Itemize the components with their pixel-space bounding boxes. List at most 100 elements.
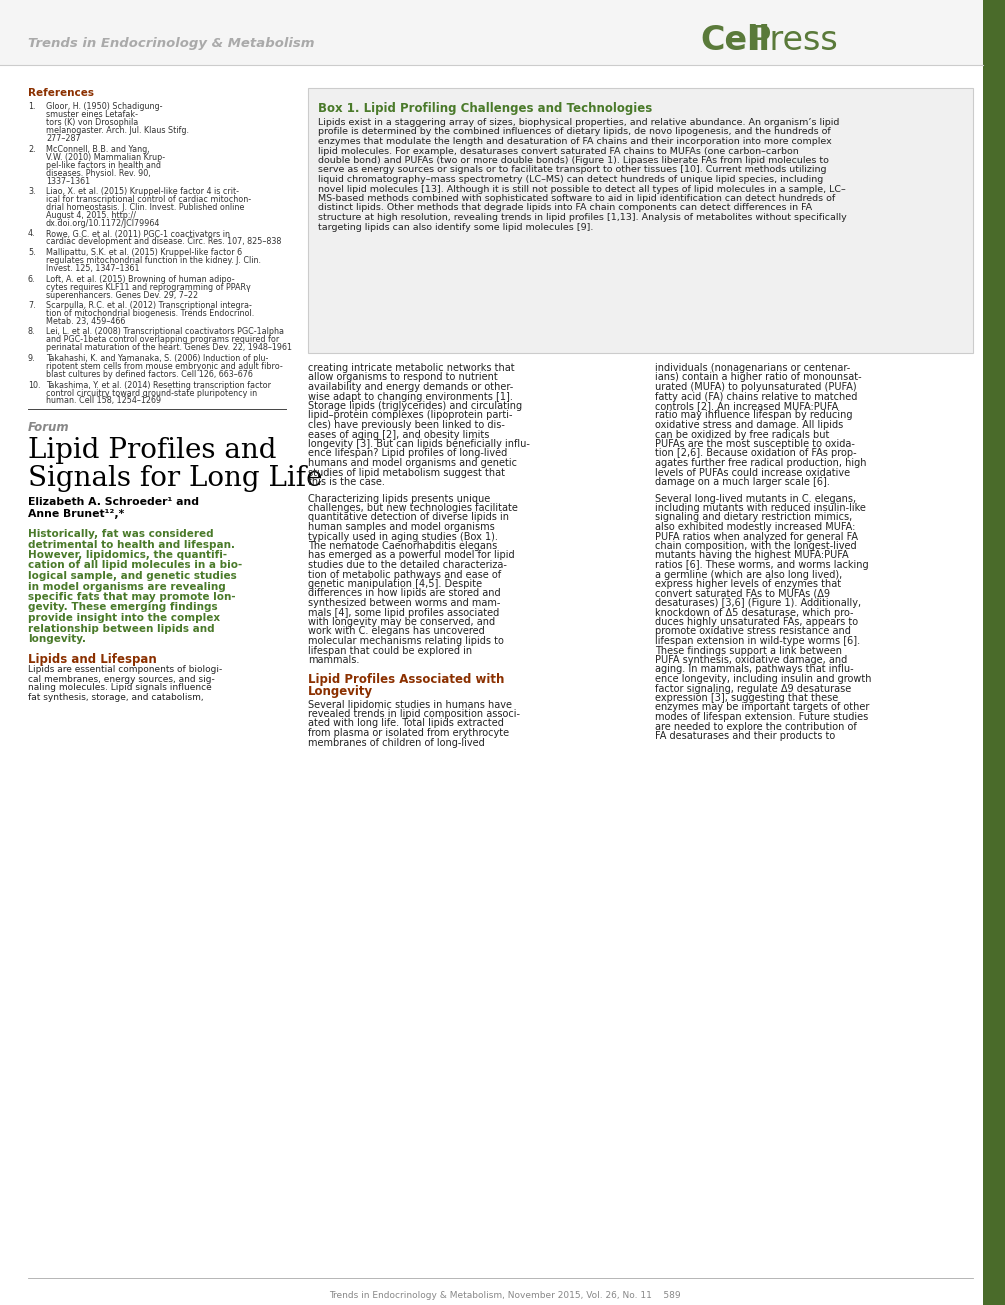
Text: MS-based methods combined with sophisticated software to aid in lipid identifica: MS-based methods combined with sophistic… xyxy=(318,194,835,204)
Text: cardiac development and disease. Circ. Res. 107, 825–838: cardiac development and disease. Circ. R… xyxy=(46,238,281,247)
Text: double bond) and PUFAs (two or more double bonds) (Figure 1). Lipases liberate F: double bond) and PUFAs (two or more doub… xyxy=(318,157,829,164)
Text: studies due to the detailed characteriza-: studies due to the detailed characteriza… xyxy=(308,560,507,570)
Text: Press: Press xyxy=(751,23,839,57)
Text: Box 1. Lipid Profiling Challenges and Technologies: Box 1. Lipid Profiling Challenges and Te… xyxy=(318,102,652,115)
Text: tion of mitochondrial biogenesis. Trends Endocrinol.: tion of mitochondrial biogenesis. Trends… xyxy=(46,309,254,318)
Text: cal membranes, energy sources, and sig-: cal membranes, energy sources, and sig- xyxy=(28,675,215,684)
Text: naling molecules. Lipid signals influence: naling molecules. Lipid signals influenc… xyxy=(28,684,212,693)
Text: V.W. (2010) Mammalian Krup-: V.W. (2010) Mammalian Krup- xyxy=(46,153,165,162)
Text: PUFAs are the most susceptible to oxida-: PUFAs are the most susceptible to oxida- xyxy=(655,438,855,449)
Text: duces highly unsaturated FAs, appears to: duces highly unsaturated FAs, appears to xyxy=(655,617,858,626)
Bar xyxy=(983,0,1005,1305)
Text: targeting lipids can also identify some lipid molecules [9].: targeting lipids can also identify some … xyxy=(318,222,593,231)
Text: chain composition, with the longest-lived: chain composition, with the longest-live… xyxy=(655,542,856,551)
Text: Liao, X. et al. (2015) Kruppel-like factor 4 is crit-: Liao, X. et al. (2015) Kruppel-like fact… xyxy=(46,187,239,196)
Text: Takahashi, K. and Yamanaka, S. (2006) Induction of plu-: Takahashi, K. and Yamanaka, S. (2006) In… xyxy=(46,354,268,363)
Text: 3.: 3. xyxy=(28,187,35,196)
Text: ripotent stem cells from mouse embryonic and adult fibro-: ripotent stem cells from mouse embryonic… xyxy=(46,361,282,371)
Text: dx.doi.org/10.1172/JCI79964: dx.doi.org/10.1172/JCI79964 xyxy=(46,219,161,228)
Text: enzymes that modulate the length and desaturation of FA chains and their incorpo: enzymes that modulate the length and des… xyxy=(318,137,832,146)
Text: fat synthesis, storage, and catabolism,: fat synthesis, storage, and catabolism, xyxy=(28,693,204,702)
Text: desaturases) [3,6] (Figure 1). Additionally,: desaturases) [3,6] (Figure 1). Additiona… xyxy=(655,598,861,608)
Text: mutants having the highest MUFA:PUFA: mutants having the highest MUFA:PUFA xyxy=(655,551,848,561)
Text: controls [2]. An increased MUFA:PUFA: controls [2]. An increased MUFA:PUFA xyxy=(655,401,838,411)
Text: PUFA synthesis, oxidative damage, and: PUFA synthesis, oxidative damage, and xyxy=(655,655,847,666)
Text: Lipids exist in a staggering array of sizes, biophysical properties, and relativ: Lipids exist in a staggering array of si… xyxy=(318,117,839,127)
Text: modes of lifespan extension. Future studies: modes of lifespan extension. Future stud… xyxy=(655,713,868,722)
Text: 5.: 5. xyxy=(28,248,35,257)
Text: Longevity: Longevity xyxy=(308,685,373,698)
Text: FA desaturases and their products to: FA desaturases and their products to xyxy=(655,731,835,741)
Text: Lipid Profiles and: Lipid Profiles and xyxy=(28,437,276,465)
Text: control circuitry toward ground-state pluripotency in: control circuitry toward ground-state pl… xyxy=(46,389,257,398)
Text: ence longevity, including insulin and growth: ence longevity, including insulin and gr… xyxy=(655,673,871,684)
Text: tion of metabolic pathways and ease of: tion of metabolic pathways and ease of xyxy=(308,569,501,579)
Text: 9.: 9. xyxy=(28,354,35,363)
Text: profile is determined by the combined influences of dietary lipids, de novo lipo: profile is determined by the combined in… xyxy=(318,128,831,137)
Text: superenhancers. Genes Dev. 29, 7–22: superenhancers. Genes Dev. 29, 7–22 xyxy=(46,291,198,300)
Text: Scarpulla, R.C. et al. (2012) Transcriptional integra-: Scarpulla, R.C. et al. (2012) Transcript… xyxy=(46,301,252,311)
Text: Storage lipids (triglycerides) and circulating: Storage lipids (triglycerides) and circu… xyxy=(308,401,523,411)
Text: ical for transcriptional control of cardiac mitochon-: ical for transcriptional control of card… xyxy=(46,194,251,204)
Text: human samples and model organisms: human samples and model organisms xyxy=(308,522,494,532)
Text: longevity [3]. But can lipids beneficially influ-: longevity [3]. But can lipids beneficial… xyxy=(308,438,530,449)
Text: levels of PUFAs could increase oxidative: levels of PUFAs could increase oxidative xyxy=(655,467,850,478)
Text: ated with long life. Total lipids extracted: ated with long life. Total lipids extrac… xyxy=(308,719,504,728)
Text: ratios [6]. These worms, and worms lacking: ratios [6]. These worms, and worms lacki… xyxy=(655,560,868,570)
Text: gevity. These emerging findings: gevity. These emerging findings xyxy=(28,603,218,612)
Text: and PGC-1beta control overlapping programs required for: and PGC-1beta control overlapping progra… xyxy=(46,335,279,345)
Text: Signals for Long Life: Signals for Long Life xyxy=(28,465,323,492)
Text: knockdown of Δ5 desaturase, which pro-: knockdown of Δ5 desaturase, which pro- xyxy=(655,608,853,617)
Text: challenges, but new technologies facilitate: challenges, but new technologies facilit… xyxy=(308,502,518,513)
Text: 10.: 10. xyxy=(28,381,40,389)
Text: 4.: 4. xyxy=(28,230,35,239)
Text: smuster eines Letafak-: smuster eines Letafak- xyxy=(46,110,138,119)
Text: However, lipidomics, the quantifi-: However, lipidomics, the quantifi- xyxy=(28,549,227,560)
Text: fatty acid (FA) chains relative to matched: fatty acid (FA) chains relative to match… xyxy=(655,392,857,402)
Text: wise adapt to changing environments [1].: wise adapt to changing environments [1]. xyxy=(308,392,513,402)
Text: convert saturated FAs to MUFAs (Δ9: convert saturated FAs to MUFAs (Δ9 xyxy=(655,589,830,599)
Text: longevity.: longevity. xyxy=(28,634,86,643)
Text: McConnell, B.B. and Yang,: McConnell, B.B. and Yang, xyxy=(46,145,150,154)
Text: Invest. 125, 1347–1361: Invest. 125, 1347–1361 xyxy=(46,264,140,273)
Text: a germline (which are also long lived),: a germline (which are also long lived), xyxy=(655,569,842,579)
Text: Lei, L. et al. (2008) Transcriptional coactivators PGC-1alpha: Lei, L. et al. (2008) Transcriptional co… xyxy=(46,328,284,337)
Text: has emerged as a powerful model for lipid: has emerged as a powerful model for lipi… xyxy=(308,551,515,561)
Text: serve as energy sources or signals or to facilitate transport to other tissues [: serve as energy sources or signals or to… xyxy=(318,166,826,175)
Text: provide insight into the complex: provide insight into the complex xyxy=(28,613,220,622)
Text: cation of all lipid molecules in a bio-: cation of all lipid molecules in a bio- xyxy=(28,561,242,570)
Text: The nematode Caenorhabditis elegans: The nematode Caenorhabditis elegans xyxy=(308,542,497,551)
Text: structure at high resolution, revealing trends in lipid profiles [1,13]. Analysi: structure at high resolution, revealing … xyxy=(318,213,847,222)
Text: mammals.: mammals. xyxy=(308,655,360,666)
Text: with longevity may be conserved, and: with longevity may be conserved, and xyxy=(308,617,495,626)
Text: regulates mitochondrial function in the kidney. J. Clin.: regulates mitochondrial function in the … xyxy=(46,256,261,265)
Text: individuals (nonagenarians or centenar-: individuals (nonagenarians or centenar- xyxy=(655,363,850,373)
Text: signaling and dietary restriction mimics,: signaling and dietary restriction mimics… xyxy=(655,513,852,522)
Text: revealed trends in lipid composition associ-: revealed trends in lipid composition ass… xyxy=(308,709,520,719)
Text: this is the case.: this is the case. xyxy=(308,478,385,487)
Text: Several lipidomic studies in humans have: Several lipidomic studies in humans have xyxy=(308,699,512,710)
Text: These findings support a link between: These findings support a link between xyxy=(655,646,842,655)
Text: melanogaster. Arch. Jul. Klaus Stifg.: melanogaster. Arch. Jul. Klaus Stifg. xyxy=(46,127,189,134)
Text: factor signaling, regulate Δ9 desaturase: factor signaling, regulate Δ9 desaturase xyxy=(655,684,851,693)
Text: Takashima, Y. et al. (2014) Resetting transcription factor: Takashima, Y. et al. (2014) Resetting tr… xyxy=(46,381,271,389)
Text: can be oxidized by free radicals but: can be oxidized by free radicals but xyxy=(655,429,829,440)
Text: Forum: Forum xyxy=(28,422,69,435)
Text: ians) contain a higher ratio of monounsat-: ians) contain a higher ratio of monounsa… xyxy=(655,372,861,382)
Text: Lipid Profiles Associated with: Lipid Profiles Associated with xyxy=(308,673,505,686)
Text: quantitative detection of diverse lipids in: quantitative detection of diverse lipids… xyxy=(308,513,509,522)
Text: lipid–protein complexes (lipoprotein parti-: lipid–protein complexes (lipoprotein par… xyxy=(308,411,513,420)
Text: expression [3], suggesting that these: expression [3], suggesting that these xyxy=(655,693,838,703)
Text: aging. In mammals, pathways that influ-: aging. In mammals, pathways that influ- xyxy=(655,664,853,675)
Text: tion [2,6]. Because oxidation of FAs prop-: tion [2,6]. Because oxidation of FAs pro… xyxy=(655,449,856,458)
Text: genetic manipulation [4,5]. Despite: genetic manipulation [4,5]. Despite xyxy=(308,579,482,589)
Text: studies of lipid metabolism suggest that: studies of lipid metabolism suggest that xyxy=(308,467,505,478)
Text: also exhibited modestly increased MUFA:: also exhibited modestly increased MUFA: xyxy=(655,522,855,532)
Text: distinct lipids. Other methods that degrade lipids into FA chain components can : distinct lipids. Other methods that degr… xyxy=(318,204,812,213)
Text: diseases. Physiol. Rev. 90,: diseases. Physiol. Rev. 90, xyxy=(46,168,151,177)
Text: agates further free radical production, high: agates further free radical production, … xyxy=(655,458,866,468)
Text: Gloor, H. (1950) Schadigung-: Gloor, H. (1950) Schadigung- xyxy=(46,102,163,111)
Text: urated (MUFA) to polyunsaturated (PUFA): urated (MUFA) to polyunsaturated (PUFA) xyxy=(655,382,856,391)
Text: detrimental to health and lifespan.: detrimental to health and lifespan. xyxy=(28,539,235,549)
Text: ence lifespan? Lipid profiles of long-lived: ence lifespan? Lipid profiles of long-li… xyxy=(308,449,508,458)
